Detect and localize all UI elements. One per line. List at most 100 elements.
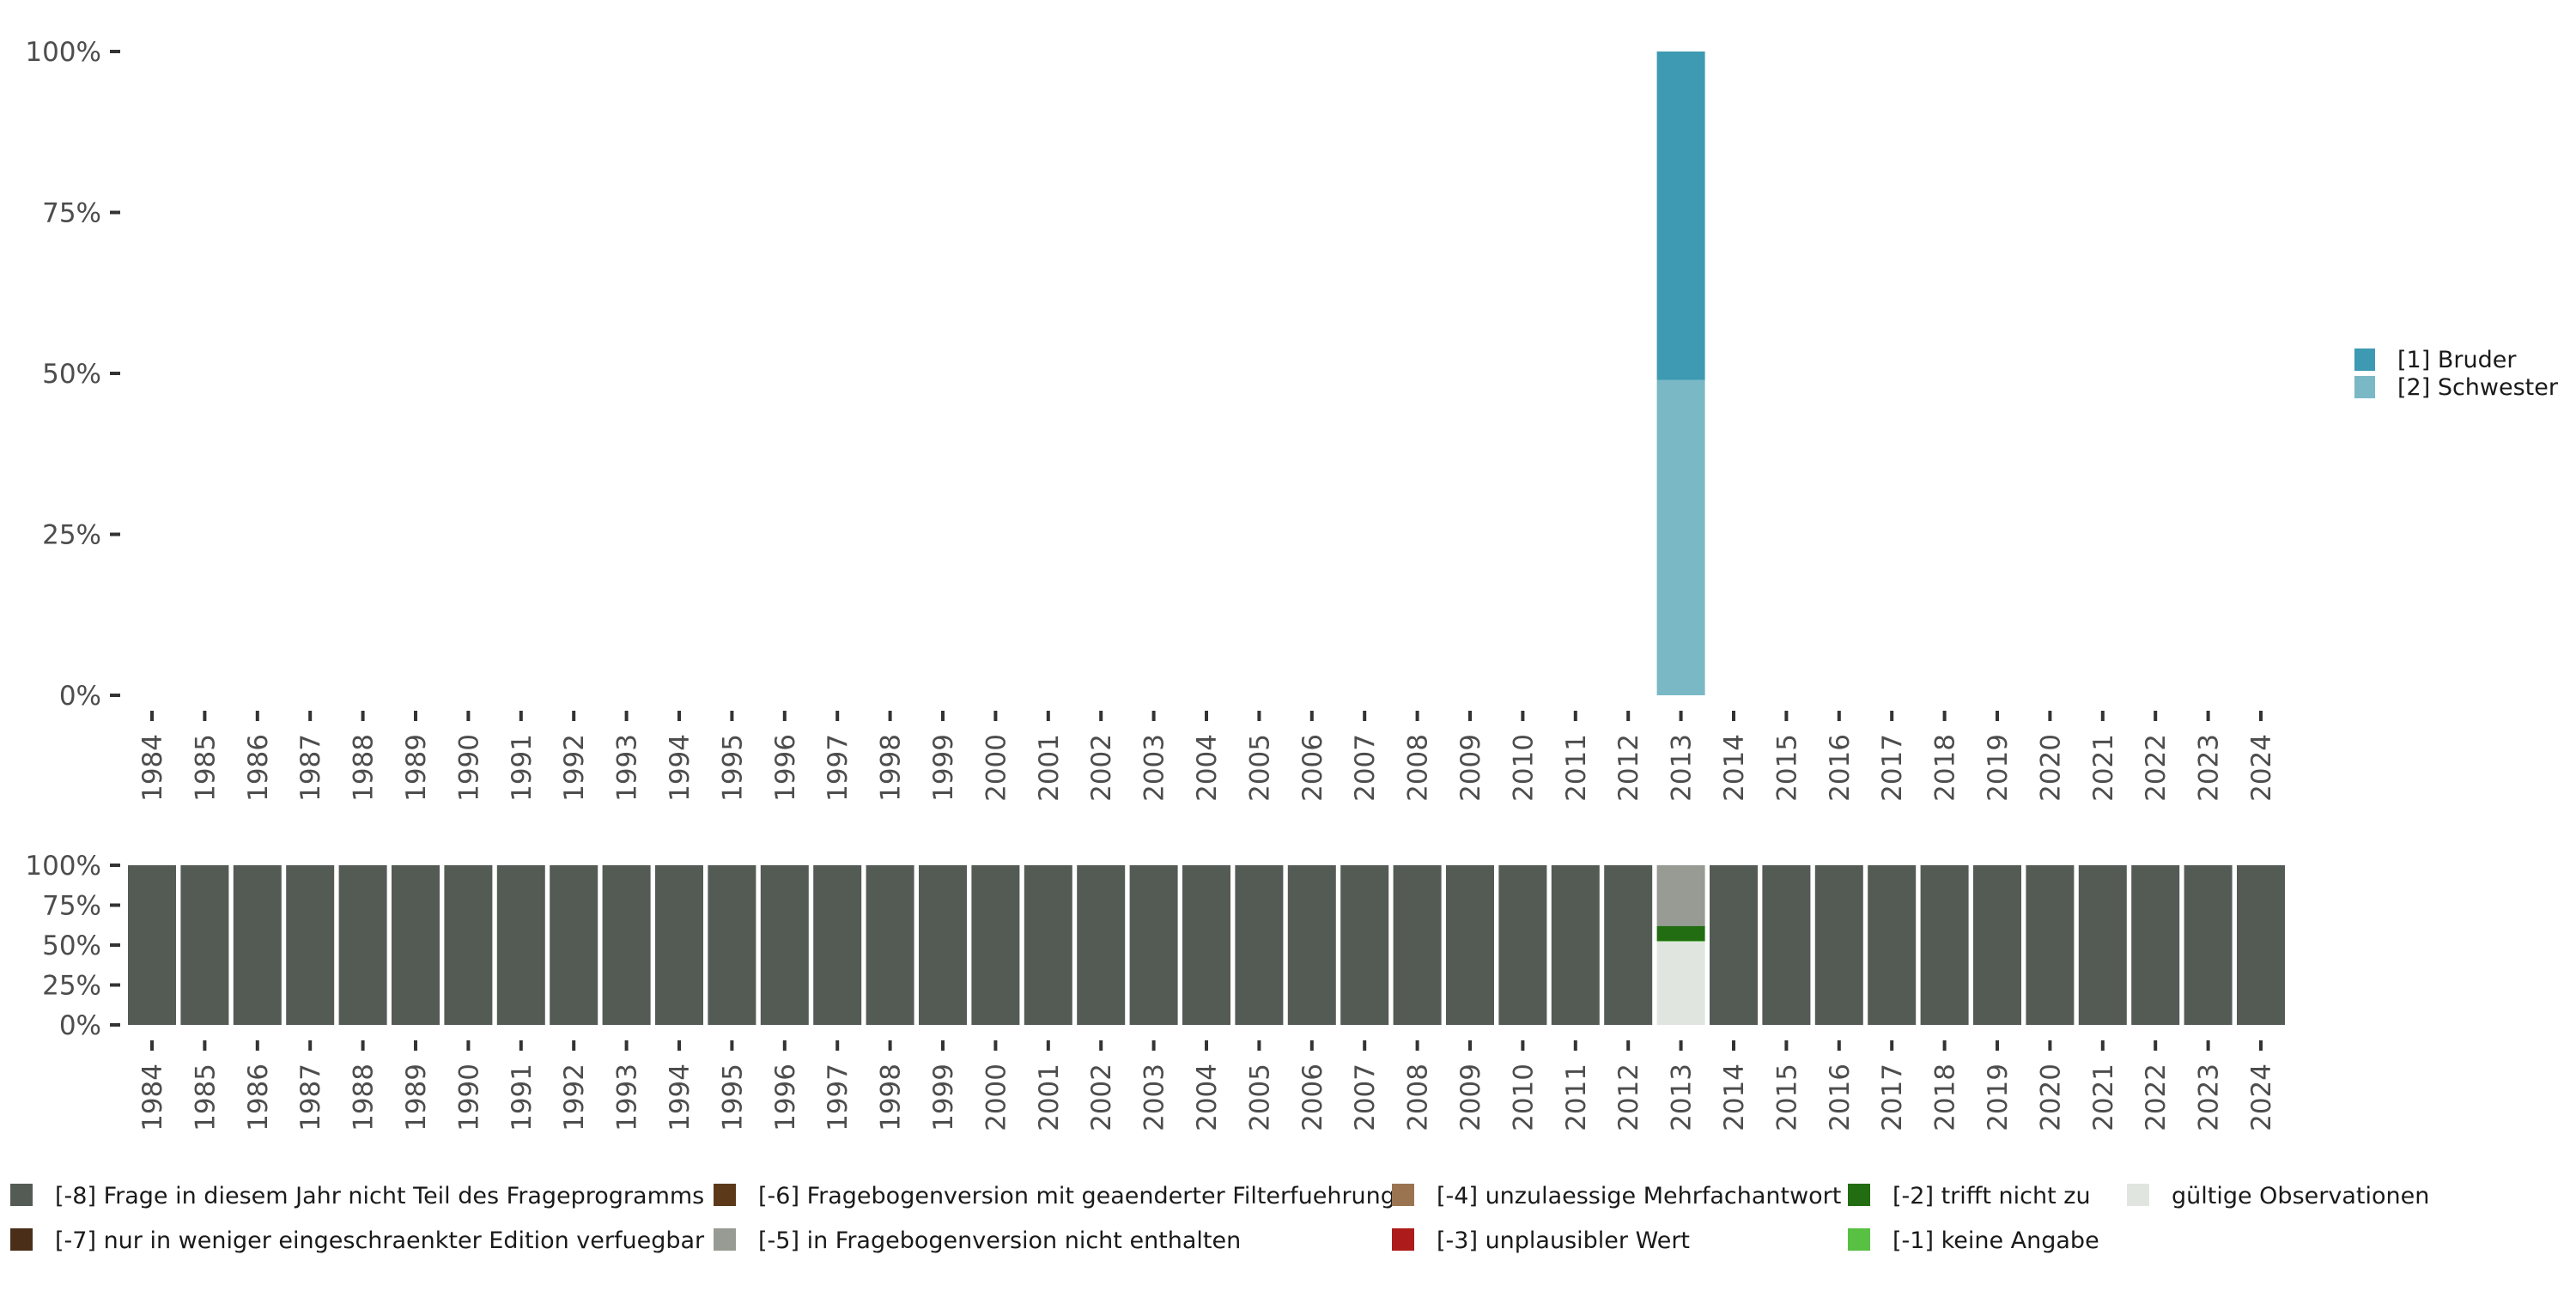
x-tick-label: 2024 xyxy=(2246,1064,2277,1131)
legend-label-m2: [-2] trifft nicht zu xyxy=(1893,1183,2091,1209)
top-panel: 0% 25% 50% 75% 100% 1984 1985 1986 1987 1988 1989 1… xyxy=(25,37,2277,802)
x-tick-label: 2002 xyxy=(1086,734,1117,802)
legend-label: [1] Bruder xyxy=(2397,347,2517,373)
x-tick-label: 2012 xyxy=(1613,734,1644,802)
x-tick-label: 1987 xyxy=(295,1064,326,1131)
bar-2009-m8 xyxy=(1446,865,1494,1025)
bar-1987-m8 xyxy=(286,865,335,1025)
y-tick-label: 25% xyxy=(42,971,101,1002)
x-tick-label: 1984 xyxy=(137,1064,168,1131)
bar-2010-m8 xyxy=(1498,865,1547,1025)
bar-2019-m8 xyxy=(1973,865,2021,1025)
x-tick-label: 1990 xyxy=(453,1064,484,1131)
x-tick-label: 1999 xyxy=(928,1064,959,1131)
y-tick-label: 75% xyxy=(42,891,101,922)
y-tick-label: 100% xyxy=(25,851,101,882)
x-tick-label: 1996 xyxy=(770,1064,801,1131)
x-tick-label: 2021 xyxy=(2088,1064,2119,1131)
x-tick-label: 2020 xyxy=(2035,1064,2066,1131)
x-tick-label: 1997 xyxy=(823,1064,854,1131)
bar-1988-m8 xyxy=(338,865,387,1025)
x-tick-label: 1996 xyxy=(770,734,801,802)
bar-2007-m8 xyxy=(1340,865,1389,1025)
bar-2018-m8 xyxy=(1920,865,1969,1025)
bar-2016-m8 xyxy=(1814,865,1863,1025)
x-tick-label: 2003 xyxy=(1139,1064,1170,1131)
x-tick-label: 2012 xyxy=(1613,1064,1644,1131)
x-tick-label: 2006 xyxy=(1297,734,1328,802)
legend-swatch-m2 xyxy=(1848,1184,1870,1206)
x-tick-label: 2004 xyxy=(1192,1064,1223,1131)
x-tick-label: 2011 xyxy=(1561,734,1592,802)
x-tick-label: 1994 xyxy=(665,1064,696,1131)
x-tick-label: 2008 xyxy=(1403,1064,1434,1131)
bar-1992-m8 xyxy=(550,865,598,1025)
x-tick-label: 1992 xyxy=(559,1064,590,1131)
x-tick-label: 2004 xyxy=(1192,734,1223,802)
legend-label: [2] Schwester xyxy=(2397,374,2559,401)
legend-swatch xyxy=(2354,376,2375,398)
y-tick-label: 100% xyxy=(25,37,101,68)
legend-swatch-m7 xyxy=(10,1228,33,1251)
x-tick-label: 1998 xyxy=(876,1064,907,1131)
x-tick-label: 1991 xyxy=(507,734,538,802)
bar-2013-m2 xyxy=(1656,925,1705,942)
bar-2014-m8 xyxy=(1710,865,1758,1025)
legend-label-valid: gültige Observationen xyxy=(2172,1183,2429,1209)
x-tick-label: 1990 xyxy=(453,734,484,802)
legend-label-m8: [-8] Frage in diesem Jahr nicht Teil des… xyxy=(55,1183,704,1209)
x-tick-label: 2005 xyxy=(1244,734,1275,802)
x-tick-label: 2000 xyxy=(981,1064,1012,1131)
x-tick-label: 2018 xyxy=(1930,734,1961,802)
bar-2020-m8 xyxy=(2026,865,2075,1025)
legend-swatch-m8 xyxy=(10,1184,33,1206)
x-tick-label: 2015 xyxy=(1771,1064,1802,1131)
x-tick-label: 1997 xyxy=(823,734,854,802)
bar-2013-valid xyxy=(1656,941,1705,1025)
x-tick-label: 2019 xyxy=(1983,734,2014,802)
bar-1999-m8 xyxy=(919,865,967,1025)
x-tick-label: 2014 xyxy=(1719,734,1750,802)
legend-swatch-m3 xyxy=(1392,1228,1414,1251)
legend-label-m7: [-7] nur in weniger eingeschraenkter Edi… xyxy=(55,1227,705,1254)
bar-1994-m8 xyxy=(655,865,703,1025)
x-tick-label: 1989 xyxy=(401,734,432,802)
x-tick-label: 1988 xyxy=(349,1064,380,1131)
x-tick-label: 2003 xyxy=(1139,734,1170,802)
legend-label-m3: [-3] unplausibler Wert xyxy=(1437,1227,1690,1254)
x-tick-label: 2022 xyxy=(2141,1064,2172,1131)
bar-2015-m8 xyxy=(1762,865,1811,1025)
y-tick-label: 0% xyxy=(59,1010,101,1041)
x-tick-label: 2001 xyxy=(1034,1064,1065,1131)
x-tick-label: 1991 xyxy=(507,1064,538,1131)
legend-label-m1: [-1] keine Angabe xyxy=(1893,1227,2099,1254)
legend-swatch-m6 xyxy=(714,1184,736,1206)
x-tick-label: 1999 xyxy=(928,734,959,802)
x-tick-label: 1984 xyxy=(137,734,168,802)
legend-swatch-m1 xyxy=(1848,1228,1870,1251)
x-tick-label: 2010 xyxy=(1508,734,1539,802)
bar-2000-m8 xyxy=(971,865,1020,1025)
y-tick-label: 0% xyxy=(59,681,101,712)
bar-1996-m8 xyxy=(760,865,809,1025)
x-tick-label: 1985 xyxy=(190,734,221,802)
legend-swatch-valid xyxy=(2127,1184,2149,1206)
x-tick-label: 2013 xyxy=(1667,1064,1698,1131)
x-tick-label: 2023 xyxy=(2194,734,2225,802)
x-tick-label: 2019 xyxy=(1983,1064,2014,1131)
bar-1991-m8 xyxy=(496,865,545,1025)
bar-2024-m8 xyxy=(2237,865,2285,1025)
bar-2008-m8 xyxy=(1393,865,1442,1025)
x-tick-label: 2020 xyxy=(2035,734,2066,802)
x-tick-label: 2013 xyxy=(1667,734,1698,802)
legend-label-m4: [-4] unzulaessige Mehrfachantwort xyxy=(1437,1183,1841,1209)
bar-2006-m8 xyxy=(1287,865,1336,1025)
x-tick-label: 1994 xyxy=(665,734,696,802)
x-tick-label: 2021 xyxy=(2088,734,2119,802)
bar-2005-m8 xyxy=(1235,865,1284,1025)
x-tick-label: 1993 xyxy=(612,734,643,802)
bar-2004-m8 xyxy=(1182,865,1230,1025)
bar-2017-m8 xyxy=(1868,865,1917,1025)
bar-2023-m8 xyxy=(2184,865,2233,1025)
x-tick-label: 2009 xyxy=(1455,1064,1486,1131)
